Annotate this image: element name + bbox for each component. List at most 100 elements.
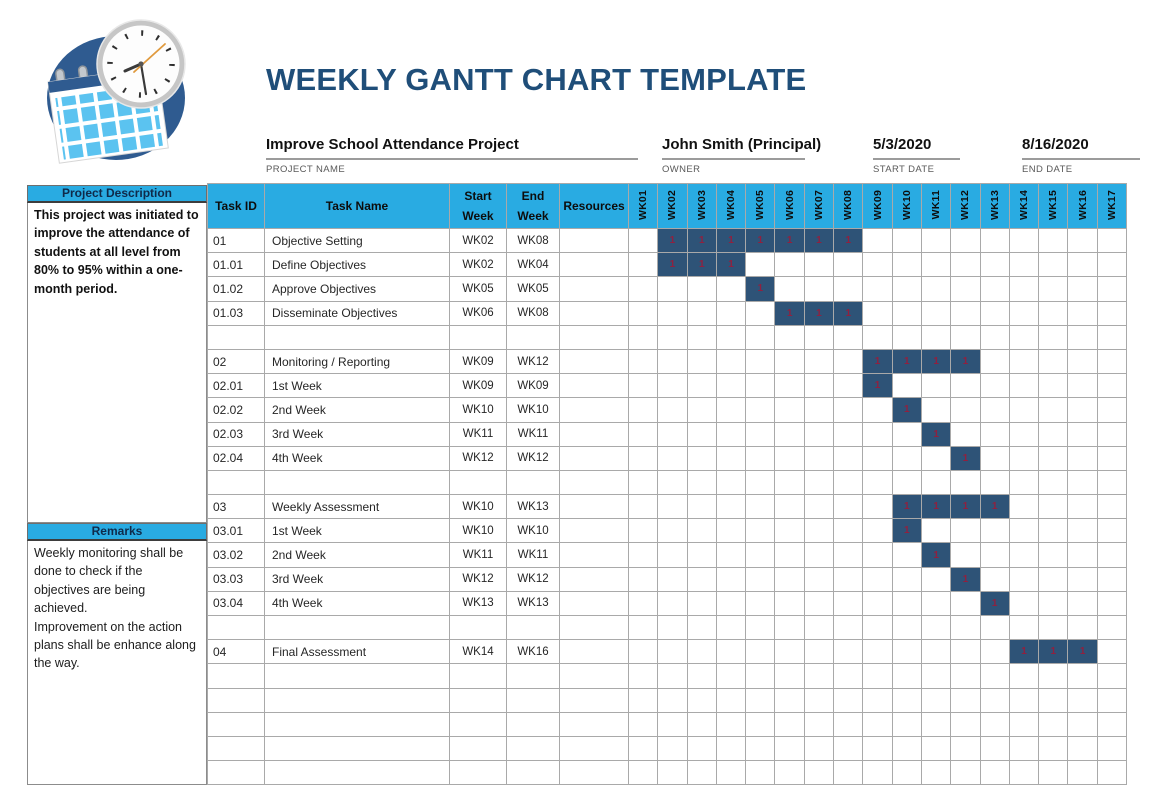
- week-cell-wk07[interactable]: [803, 663, 835, 689]
- week-cell-wk13[interactable]: [979, 542, 1010, 568]
- week-cell-wk06[interactable]: [774, 566, 805, 592]
- week-cell-wk03[interactable]: [686, 590, 717, 617]
- week-cell-wk08[interactable]: [833, 421, 864, 447]
- week-cell-wk03[interactable]: [686, 397, 717, 423]
- week-cell-wk15[interactable]: [1038, 397, 1069, 423]
- week-cell-wk12[interactable]: [950, 735, 981, 762]
- gantt-bar-cell-wk11[interactable]: 1: [920, 348, 952, 375]
- resources-cell[interactable]: [559, 469, 629, 496]
- start-week-cell[interactable]: WK06: [449, 300, 507, 326]
- week-cell-wk10[interactable]: [891, 469, 922, 496]
- week-cell-wk15[interactable]: [1038, 445, 1069, 471]
- week-cell-wk12[interactable]: [950, 590, 981, 617]
- week-cell-wk07[interactable]: [803, 711, 835, 737]
- week-cell-wk04[interactable]: [715, 711, 747, 737]
- week-cell-wk13[interactable]: [979, 421, 1010, 447]
- week-cell-wk07[interactable]: [803, 760, 835, 786]
- week-cell-wk07[interactable]: [803, 639, 835, 665]
- week-cell-wk16[interactable]: [1067, 324, 1098, 350]
- week-cell-wk11[interactable]: [920, 687, 952, 713]
- week-cell-wk05[interactable]: [745, 324, 776, 350]
- week-cell-wk10[interactable]: [891, 445, 922, 471]
- week-cell-wk16[interactable]: [1067, 421, 1098, 447]
- week-cell-wk15[interactable]: [1038, 711, 1069, 737]
- week-cell-wk14[interactable]: [1008, 227, 1040, 254]
- week-cell-wk13[interactable]: [979, 445, 1010, 471]
- week-cell-wk03[interactable]: [686, 542, 717, 568]
- resources-cell[interactable]: [559, 687, 629, 713]
- week-cell-wk13[interactable]: [979, 614, 1010, 641]
- week-cell-wk14[interactable]: [1008, 373, 1040, 399]
- week-cell-wk06[interactable]: [774, 373, 805, 399]
- week-cell-wk08[interactable]: [833, 494, 864, 520]
- task-id-cell[interactable]: 01.03: [207, 300, 265, 326]
- week-cell-wk06[interactable]: [774, 614, 805, 641]
- week-cell-wk10[interactable]: [891, 373, 922, 399]
- week-cell-wk09[interactable]: [862, 735, 893, 762]
- resources-cell[interactable]: [559, 276, 629, 302]
- project-name-value[interactable]: Improve School Attendance Project: [266, 136, 638, 160]
- week-cell-wk09[interactable]: [862, 421, 893, 447]
- task-name-cell[interactable]: 2nd Week: [264, 397, 450, 423]
- week-cell-wk02[interactable]: [657, 590, 688, 617]
- resources-cell[interactable]: [559, 397, 629, 423]
- week-cell-wk03[interactable]: [686, 760, 717, 786]
- task-name-cell[interactable]: [264, 663, 450, 689]
- week-cell-wk03[interactable]: [686, 324, 717, 350]
- end-week-cell[interactable]: [506, 663, 560, 689]
- week-cell-wk09[interactable]: [862, 663, 893, 689]
- week-cell-wk04[interactable]: [715, 639, 747, 665]
- task-id-cell[interactable]: 02.04: [207, 445, 265, 471]
- task-id-cell[interactable]: [207, 711, 265, 737]
- end-week-cell[interactable]: WK11: [506, 421, 560, 447]
- gantt-bar-cell-wk11[interactable]: 1: [920, 421, 952, 447]
- resources-cell[interactable]: [559, 663, 629, 689]
- gantt-bar-cell-wk09[interactable]: 1: [862, 348, 893, 375]
- week-cell-wk15[interactable]: [1038, 469, 1069, 496]
- end-week-cell[interactable]: WK12: [506, 348, 560, 375]
- week-cell-wk07[interactable]: [803, 590, 835, 617]
- week-cell-wk02[interactable]: [657, 276, 688, 302]
- resources-cell[interactable]: [559, 639, 629, 665]
- week-cell-wk01[interactable]: [627, 324, 659, 350]
- week-cell-wk13[interactable]: [979, 373, 1010, 399]
- task-id-cell[interactable]: 03.02: [207, 542, 265, 568]
- week-cell-wk11[interactable]: [920, 324, 952, 350]
- week-cell-wk13[interactable]: [979, 687, 1010, 713]
- week-cell-wk03[interactable]: [686, 469, 717, 496]
- week-cell-wk04[interactable]: [715, 421, 747, 447]
- resources-cell[interactable]: [559, 445, 629, 471]
- week-cell-wk01[interactable]: [627, 735, 659, 762]
- resources-cell[interactable]: [559, 760, 629, 786]
- week-cell-wk14[interactable]: [1008, 469, 1040, 496]
- week-cell-wk02[interactable]: [657, 421, 688, 447]
- week-cell-wk05[interactable]: [745, 566, 776, 592]
- week-cell-wk06[interactable]: [774, 397, 805, 423]
- week-cell-wk11[interactable]: [920, 639, 952, 665]
- task-name-cell[interactable]: Objective Setting: [264, 227, 450, 254]
- start-week-cell[interactable]: WK02: [449, 227, 507, 254]
- week-cell-wk16[interactable]: [1067, 760, 1098, 786]
- week-cell-wk11[interactable]: [920, 252, 952, 278]
- week-cell-wk01[interactable]: [627, 421, 659, 447]
- gantt-bar-cell-wk02[interactable]: 1: [657, 227, 688, 254]
- week-cell-wk04[interactable]: [715, 494, 747, 520]
- week-cell-wk15[interactable]: [1038, 663, 1069, 689]
- week-cell-wk12[interactable]: [950, 324, 981, 350]
- week-cell-wk06[interactable]: [774, 348, 805, 375]
- week-cell-wk15[interactable]: [1038, 324, 1069, 350]
- week-cell-wk06[interactable]: [774, 663, 805, 689]
- start-week-cell[interactable]: WK05: [449, 276, 507, 302]
- task-name-cell[interactable]: 2nd Week: [264, 542, 450, 568]
- week-cell-wk02[interactable]: [657, 663, 688, 689]
- week-cell-wk06[interactable]: [774, 324, 805, 350]
- week-cell-wk02[interactable]: [657, 300, 688, 326]
- start-week-cell[interactable]: [449, 711, 507, 737]
- task-id-cell[interactable]: [207, 469, 265, 496]
- task-id-cell[interactable]: [207, 324, 265, 350]
- week-cell-wk04[interactable]: [715, 469, 747, 496]
- start-week-cell[interactable]: WK11: [449, 421, 507, 447]
- start-week-cell[interactable]: [449, 614, 507, 641]
- week-cell-wk01[interactable]: [627, 445, 659, 471]
- task-id-cell[interactable]: 02.02: [207, 397, 265, 423]
